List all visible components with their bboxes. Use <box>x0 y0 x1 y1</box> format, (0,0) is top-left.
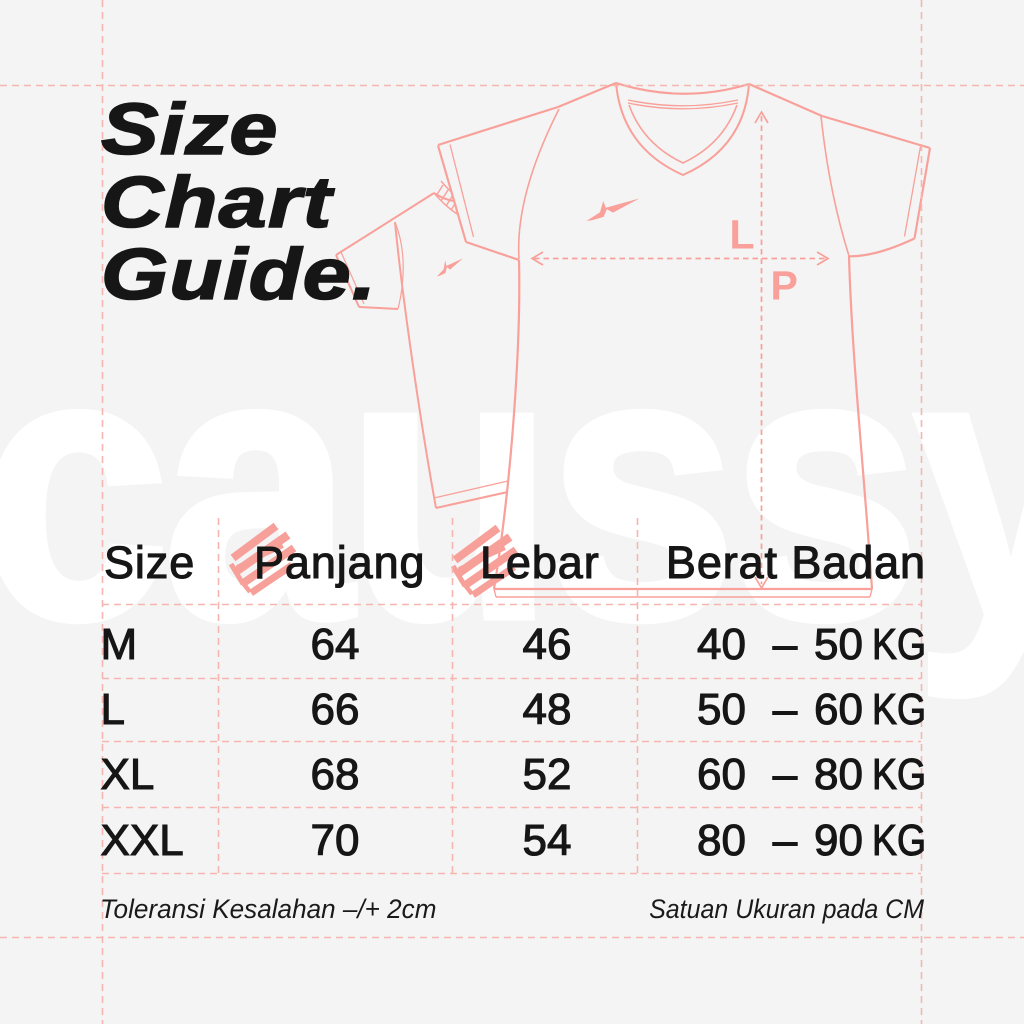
svg-text:L: L <box>730 212 755 258</box>
svg-text:P: P <box>771 263 798 309</box>
